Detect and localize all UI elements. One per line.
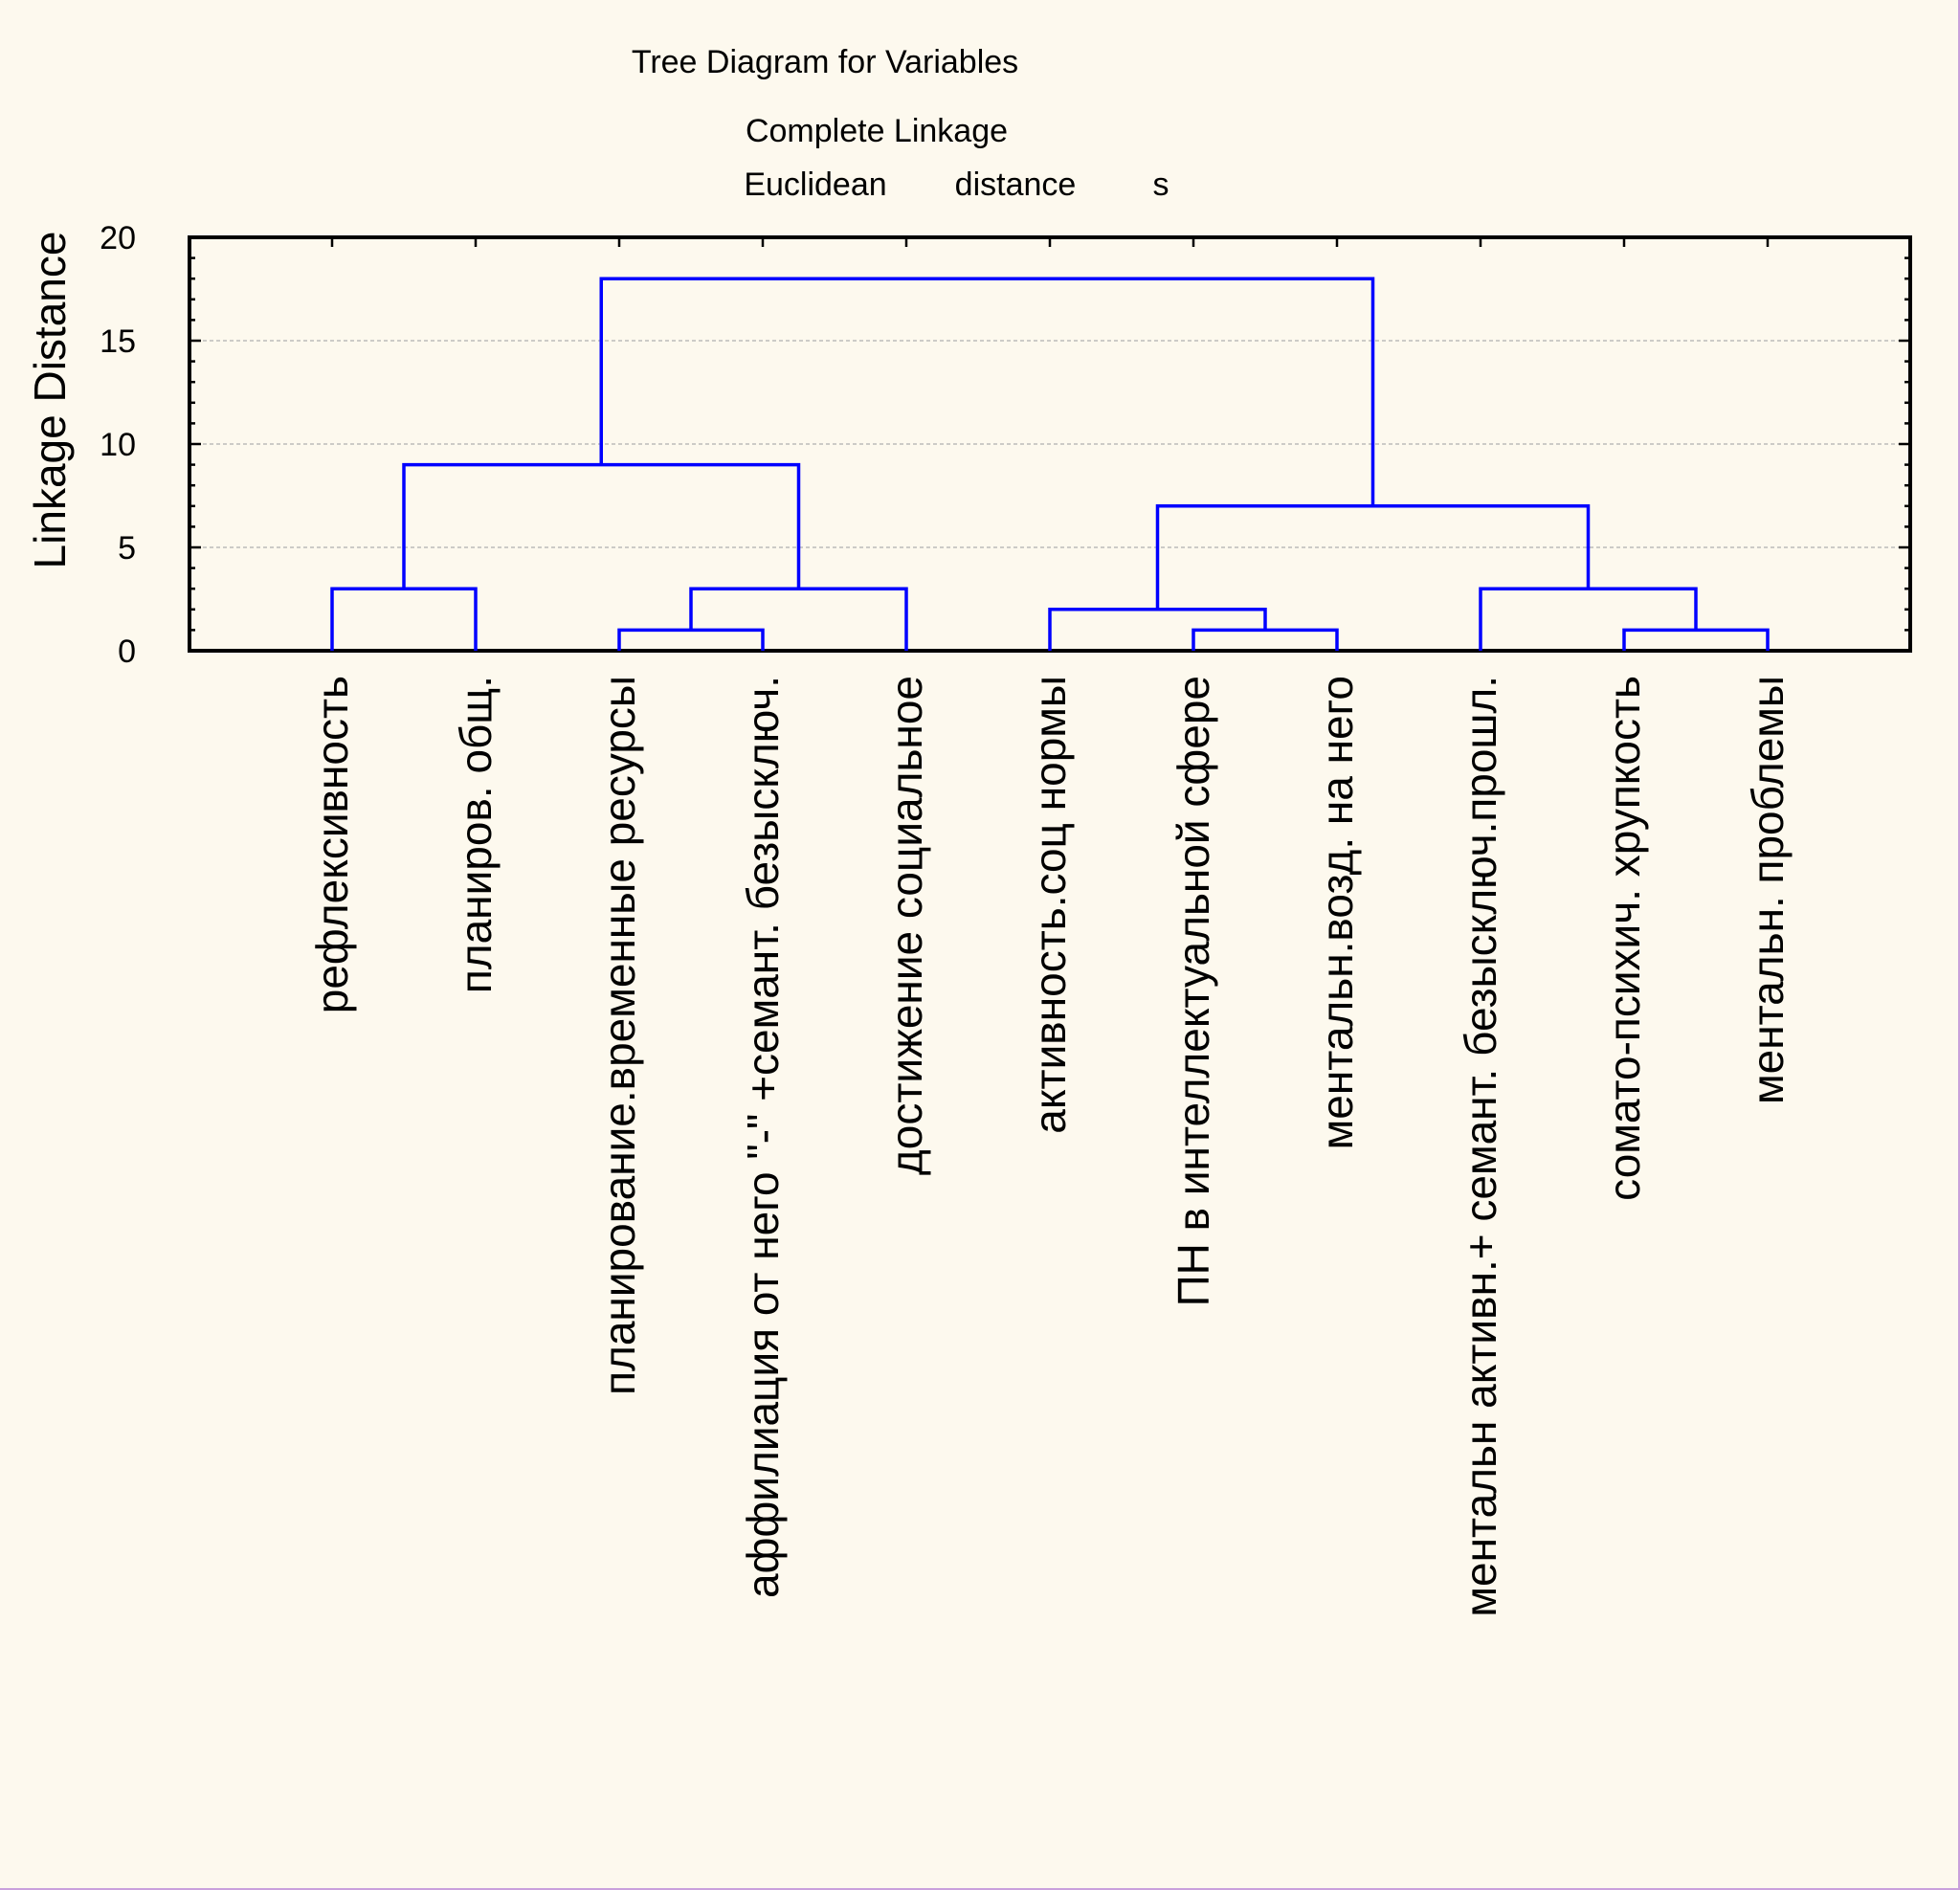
dendrogram-link-1 xyxy=(617,628,765,651)
chart-subtitle-distance-word-1: Euclidean xyxy=(744,167,886,203)
leaf-label-2: планирование.временные ресурсы xyxy=(594,676,644,1395)
chart-subtitle-linkage: Complete Linkage xyxy=(746,113,1008,149)
dendrogram-link-0 xyxy=(330,587,478,651)
y-tick-label-5: 5 xyxy=(118,530,136,567)
leaf-label-7: ментальн.возд. на него xyxy=(1312,676,1362,1149)
y-axis-title: Linkage Distance xyxy=(25,232,75,569)
chart-title: Tree Diagram for Variables xyxy=(632,44,1018,80)
leaf-label-10: ментальн. проблемы xyxy=(1743,676,1793,1104)
dendrogram-link-9 xyxy=(599,277,1375,506)
dendrogram-link-6 xyxy=(1622,628,1770,651)
dendrogram-link-8 xyxy=(1155,504,1591,610)
y-tick-labels: 0 5 10 15 20 xyxy=(100,220,136,670)
leaf-label-8: ментальн активн.+ семант. безысключ.прош… xyxy=(1456,676,1505,1617)
y-tick-label-15: 15 xyxy=(100,323,136,360)
y-tick-label-10: 10 xyxy=(100,427,136,463)
tick-layer xyxy=(189,235,1910,653)
leaf-label-1: планиров. общ. xyxy=(451,676,501,993)
leaf-label-0: рефлексивность xyxy=(307,676,357,1013)
grid-layer xyxy=(189,340,1910,548)
leaf-labels: рефлексивность планиров. общ. планирование… xyxy=(307,676,1793,1617)
y-tick-label-0: 0 xyxy=(118,634,136,670)
dendrogram-link-3 xyxy=(402,462,801,589)
leaf-label-3: аффилиация от него "-" +семант. безысклю… xyxy=(738,676,788,1598)
chart-subtitle-distance-word-2: distance xyxy=(955,167,1077,203)
dendrogram-link-2 xyxy=(689,587,908,651)
y-tick-label-20: 20 xyxy=(100,220,136,256)
chart-subtitle-distance-word-3: s xyxy=(1153,167,1169,203)
leaf-label-5: активность.соц нормы xyxy=(1025,676,1075,1134)
dendrogram-link-4 xyxy=(1192,628,1339,651)
leaf-label-4: достижение социальное xyxy=(881,676,931,1175)
dendrogram-links xyxy=(330,277,1770,651)
leaf-label-9: сомато-психич. хрупкость xyxy=(1599,676,1649,1201)
leaf-label-6: ПН в интеллектуальной сфере xyxy=(1169,676,1218,1306)
dendrogram-link-7 xyxy=(1479,587,1698,651)
